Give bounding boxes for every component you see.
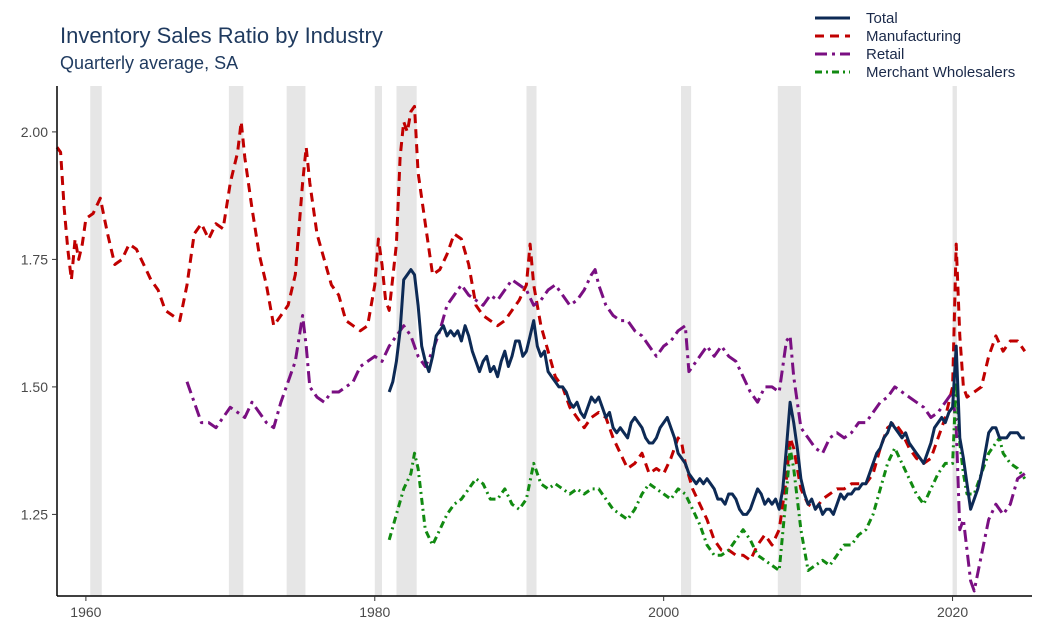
series-lines [55, 104, 1027, 593]
legend-item-merchant-wholesalers: Merchant Wholesalers [815, 64, 1015, 81]
y-tick-label: 1.50 [21, 379, 48, 395]
y-axis-ticks: 1.25 1.50 1.75 2.00 [21, 124, 57, 522]
legend-label-merchant-wholesalers: Merchant Wholesalers [866, 64, 1015, 81]
x-tick-label: 2000 [648, 604, 679, 620]
series-line-merchant-wholesalers [387, 380, 1027, 572]
recession-band-4 [374, 86, 382, 596]
x-tick-label: 2020 [937, 604, 968, 620]
recession-band-9 [952, 86, 957, 596]
legend-item-retail: Retail [815, 46, 904, 63]
y-tick-label: 1.25 [21, 506, 48, 522]
y-tick-label: 2.00 [21, 124, 48, 140]
recession-band-1 [90, 86, 102, 596]
legend: Total Manufacturing Retail Merchant Whol… [815, 10, 1015, 81]
x-tick-label: 1960 [70, 604, 101, 620]
recession-band-6 [526, 86, 537, 596]
x-axis-ticks: 1960 1980 2000 2020 [70, 596, 968, 620]
x-tick-label: 1980 [359, 604, 390, 620]
legend-label-retail: Retail [866, 46, 904, 63]
series-line-retail [185, 268, 1026, 593]
chart-subtitle: Quarterly average, SA [60, 53, 238, 73]
series-line-manufacturing [55, 104, 1027, 562]
legend-label-total: Total [866, 10, 898, 27]
recession-band-5 [396, 86, 417, 596]
recession-band-3 [286, 86, 306, 596]
recession-band-2 [228, 86, 244, 596]
legend-item-manufacturing: Manufacturing [815, 28, 961, 45]
y-tick-label: 1.75 [21, 251, 48, 267]
series-line-total [387, 268, 1025, 516]
legend-label-manufacturing: Manufacturing [866, 28, 961, 45]
legend-item-total: Total [815, 10, 898, 27]
chart-title: Inventory Sales Ratio by Industry [60, 23, 383, 48]
